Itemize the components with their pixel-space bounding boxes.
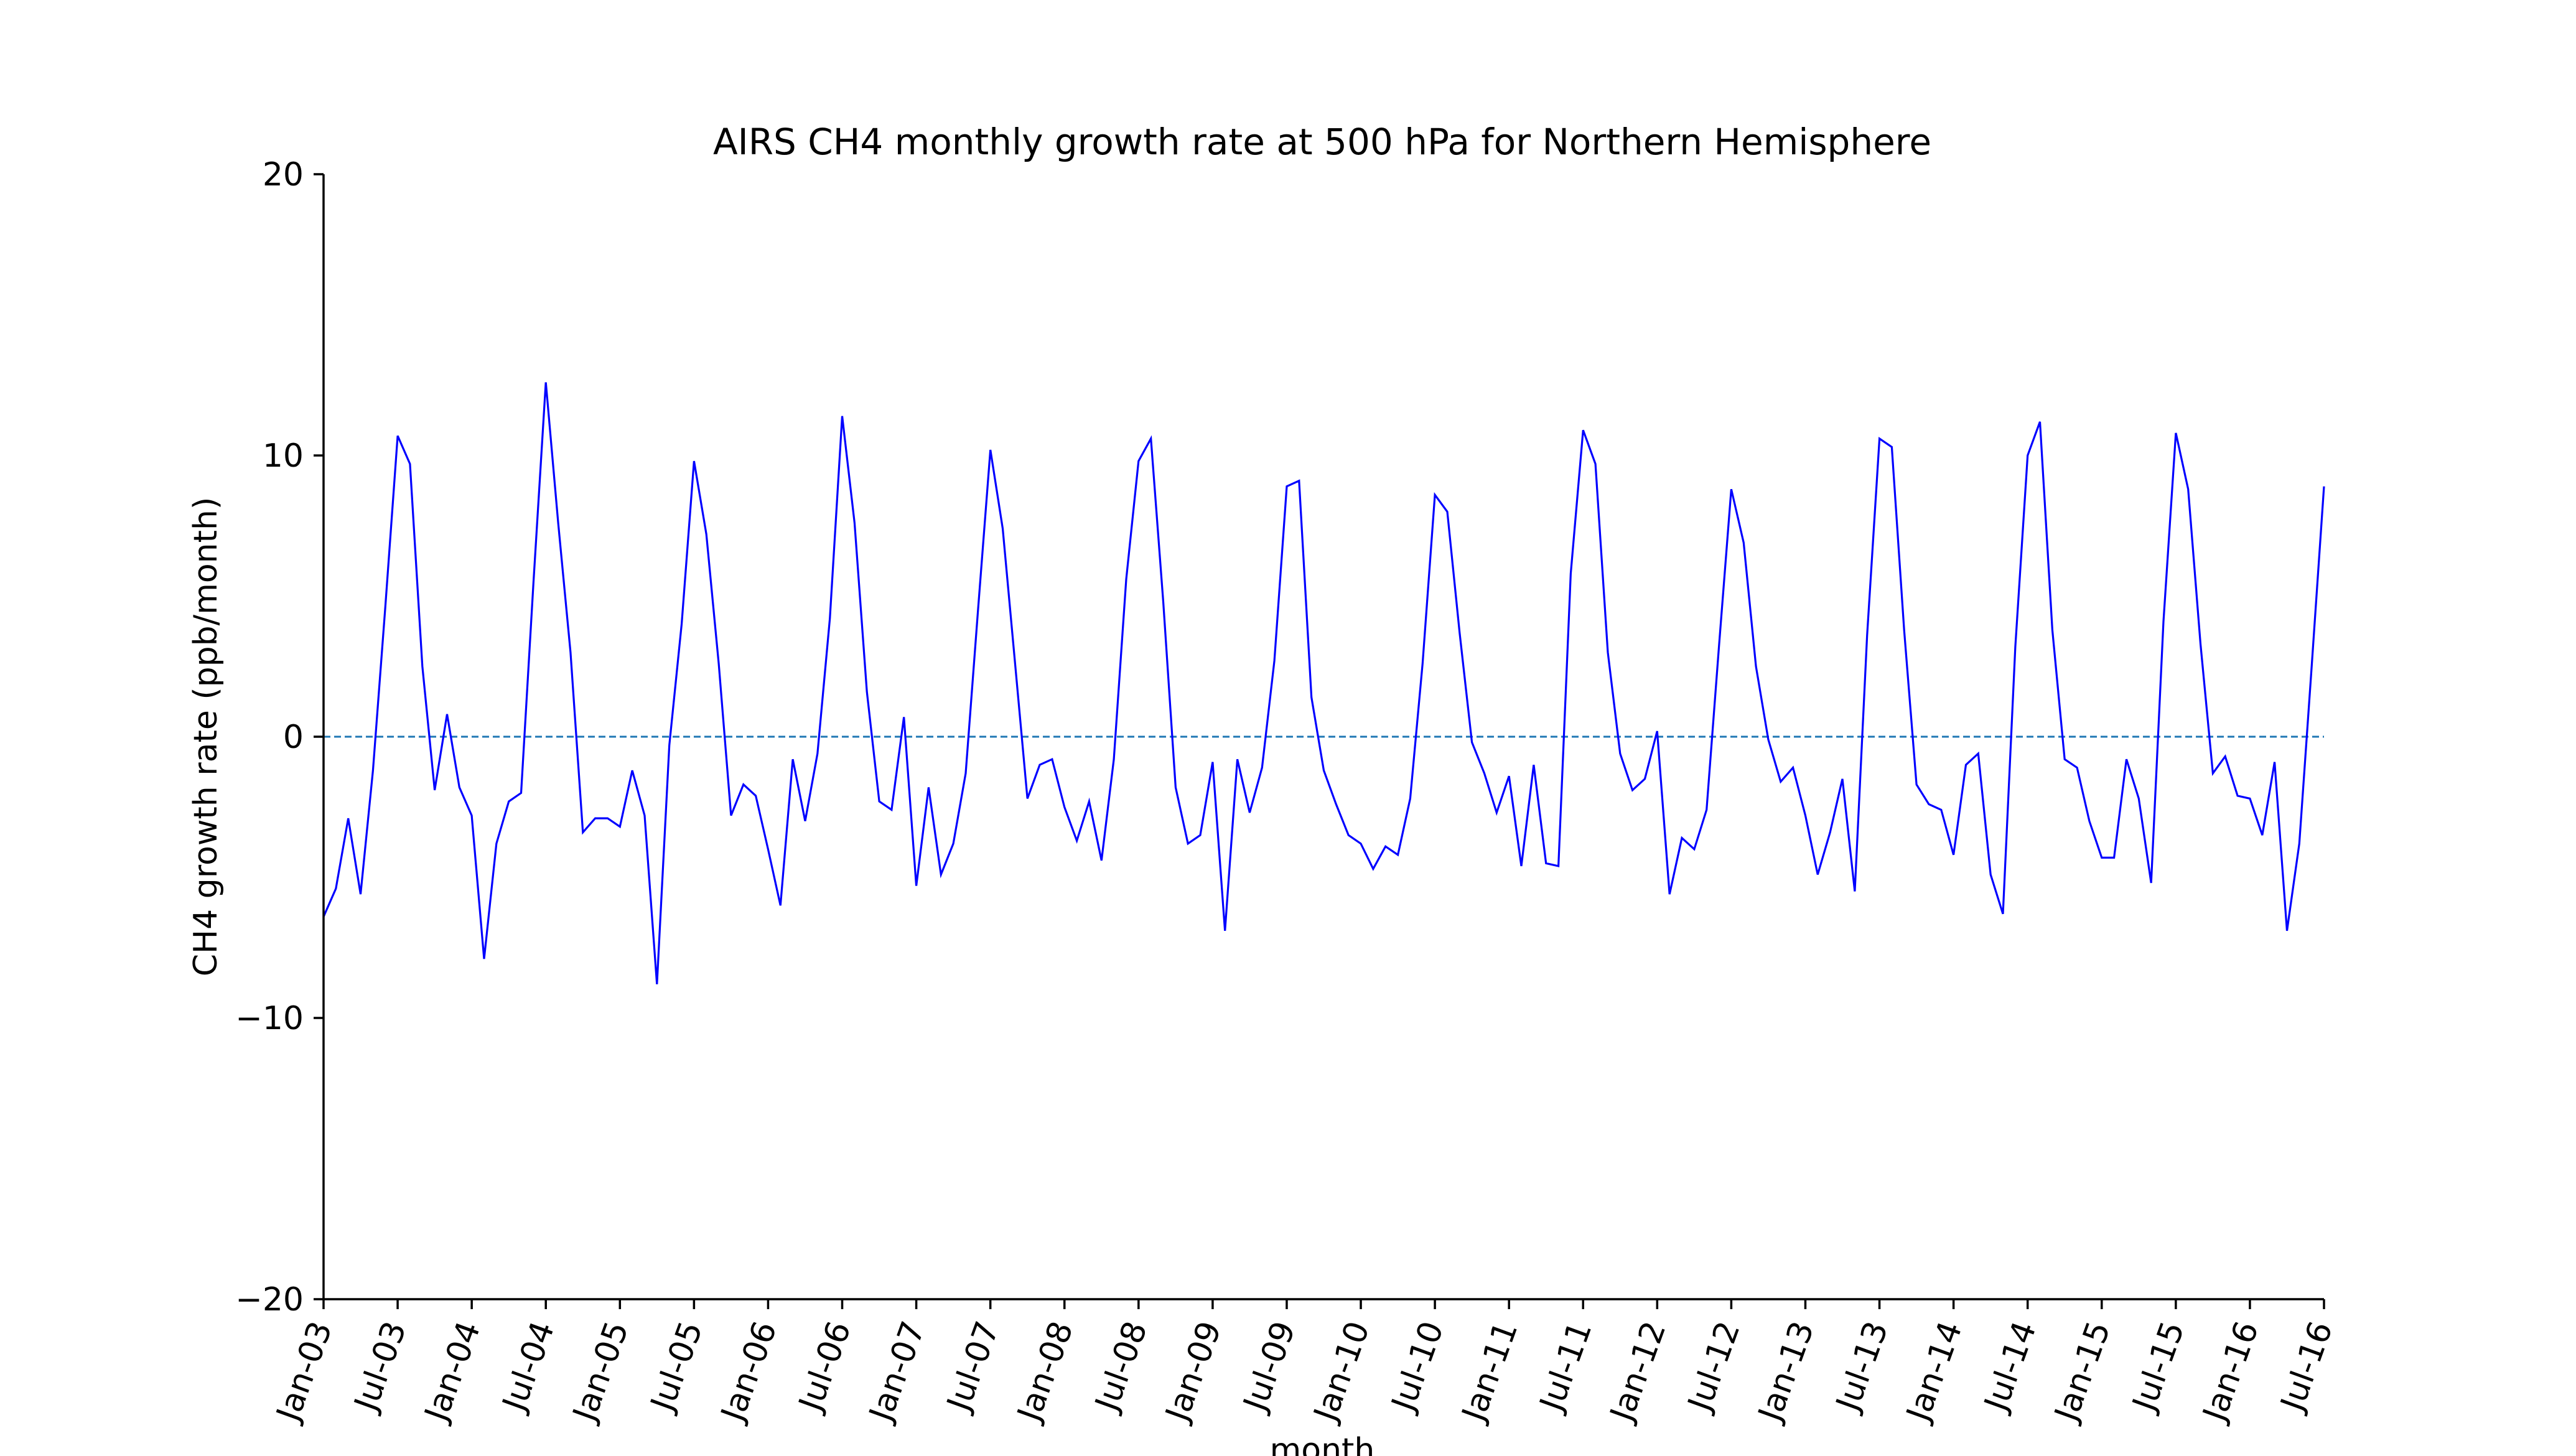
x-tick-label: Jul-06 [791,1317,859,1417]
x-tick-label: Jan-11 [1455,1317,1526,1427]
x-tick-label: Jan-05 [566,1317,637,1427]
x-tick-label: Jul-10 [1384,1317,1451,1417]
y-tick-label: 10 [263,437,304,475]
series-line [322,382,2325,984]
x-tick-label: Jul-04 [495,1317,562,1417]
x-tick-label: Jan-06 [714,1317,785,1427]
y-axis-label: CH4 growth rate (ppb/month) [187,497,225,977]
x-tick-label: Jan-15 [2047,1317,2118,1427]
x-tick-label: Jul-07 [940,1317,1007,1417]
x-tick-label: Jan-07 [862,1317,933,1427]
y-tick-label: −20 [235,1281,304,1318]
x-tick-label: Jul-09 [1236,1317,1303,1417]
y-tick-label: −10 [235,1000,304,1037]
x-tick-label: Jul-16 [2273,1317,2340,1417]
x-tick-label: Jan-14 [1899,1317,1970,1427]
x-tick-label: Jul-14 [1977,1317,2044,1417]
x-tick-label: Jul-05 [643,1317,711,1417]
x-tick-label: Jan-09 [1158,1317,1229,1427]
x-tick-label: Jan-13 [1751,1317,1822,1427]
x-tick-label: Jan-12 [1603,1317,1674,1427]
x-tick-label: Jan-10 [1306,1317,1377,1427]
x-tick-label: Jan-03 [269,1317,340,1427]
x-tick-label: Jul-12 [1681,1317,1748,1417]
chart-title: AIRS CH4 monthly growth rate at 500 hPa … [713,121,1931,163]
x-tick-label: Jan-16 [2195,1317,2266,1427]
x-tick-label: Jan-04 [417,1317,488,1427]
x-tick-label: Jan-08 [1010,1317,1081,1427]
y-tick-label: 20 [263,156,304,194]
x-tick-label: Jul-08 [1088,1317,1155,1417]
plot-area [322,382,2325,984]
y-tick-label: 0 [283,719,304,756]
x-axis-label: month [1270,1432,1375,1456]
x-tick-label: Jul-03 [347,1317,414,1417]
x-tick-label: Jul-15 [2125,1317,2192,1417]
x-tick-label: Jul-13 [1829,1317,1896,1417]
x-axis-ticks: Jan-03 Jul-03 Jan-04 Jul-04 Jan-05 Jul-05 Jan-… [269,1299,2340,1427]
y-axis-ticks: −20 −10 0 10 20 [235,156,324,1318]
x-tick-label: Jul-11 [1533,1317,1600,1417]
